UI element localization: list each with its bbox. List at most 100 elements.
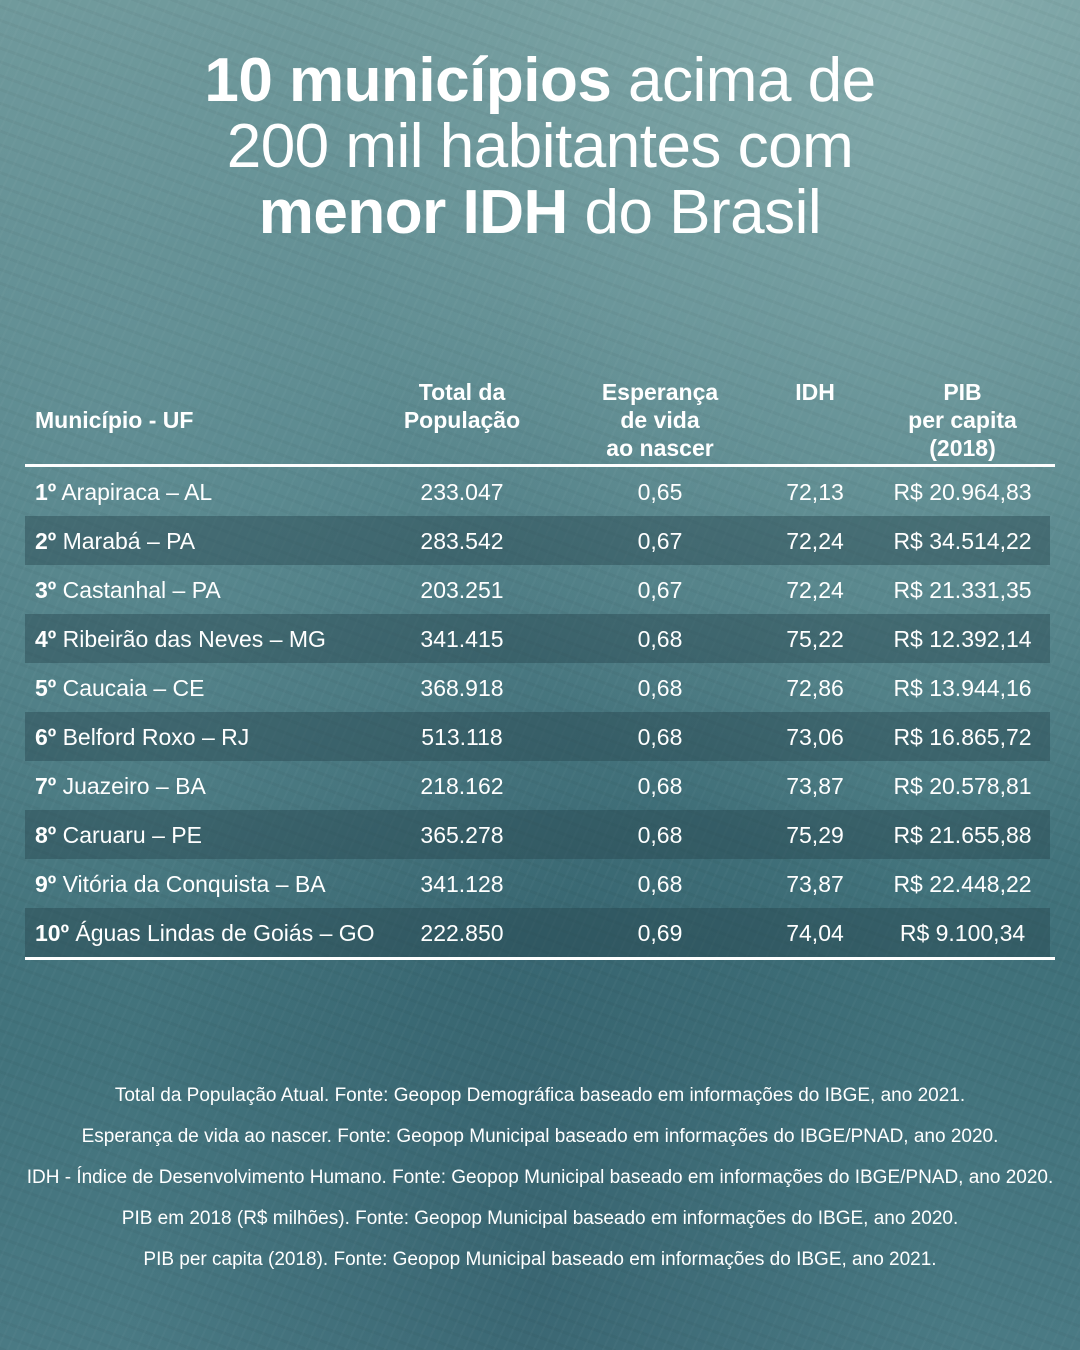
rank-label: 8º	[35, 822, 57, 848]
municipio-name: Caruaru – PE	[62, 822, 202, 848]
header-idh: IDH	[755, 378, 875, 406]
cell-municipio: 10º Águas Lindas de Goiás – GO	[35, 919, 375, 947]
cell-esperanca: 0,68	[637, 626, 683, 652]
cell-municipio: 6º Belford Roxo – RJ	[35, 723, 249, 751]
table-row: 4º Ribeirão das Neves – MG 341.415 0,68 75,…	[25, 614, 1050, 663]
title-line-2: 200 mil habitantes com	[226, 112, 854, 181]
table-row: 5º Caucaia – CE 368.918 0,68 72,86 R$ 13.944…	[25, 663, 1055, 712]
title-line-3: menor IDH do Brasil	[0, 180, 1080, 246]
table-row: 7º Juazeiro – BA 218.162 0,68 73,87 R$ 20.57…	[25, 761, 1055, 810]
rank-label: 4º	[35, 626, 57, 652]
source-note: PIB em 2018 (R$ milhões). Fonte: Geopop …	[121, 1208, 959, 1229]
table-row: 9º Vitória da Conquista – BA 341.128 0,68 7…	[25, 859, 1055, 908]
cell-populacao: 513.118	[421, 724, 503, 750]
header-populacao: Total da População	[387, 378, 537, 434]
header-esperanca: Esperança de vida ao nascer	[585, 378, 735, 462]
cell-pib: R$ 21.331,35	[893, 577, 1032, 603]
rank-label: 9º	[35, 871, 57, 897]
cell-pib: R$ 13.944,16	[893, 675, 1032, 701]
cell-pib: R$ 34.514,22	[893, 528, 1032, 554]
rank-label: 10º	[35, 920, 69, 946]
title-line-1-rest: acima de	[611, 46, 876, 115]
header-esperanca-line-2: de vida	[620, 407, 700, 433]
table-row: 2º Marabá – PA 283.542 0,67 72,24 R$ 34.514,…	[25, 516, 1050, 565]
cell-municipio: 8º Caruaru – PE	[35, 821, 202, 849]
cell-esperanca: 0,68	[637, 773, 683, 799]
cell-municipio: 9º Vitória da Conquista – BA	[35, 870, 326, 898]
cell-idh: 73,87	[786, 773, 844, 799]
title-line-3-bold: menor IDH	[258, 178, 568, 247]
cell-esperanca: 0,65	[637, 479, 683, 505]
rank-label: 3º	[35, 577, 57, 603]
cell-pib: R$ 12.392,14	[893, 626, 1032, 652]
header-municipio-line: Município - UF	[35, 407, 194, 433]
cell-esperanca: 0,68	[637, 675, 683, 701]
cell-esperanca: 0,68	[637, 871, 683, 897]
cell-populacao: 203.251	[420, 577, 504, 603]
cell-idh: 72,24	[786, 577, 844, 603]
header-pib: PIB per capita (2018)	[885, 378, 1040, 462]
table-row: 3º Castanhal – PA 203.251 0,67 72,24 R$ 21.3…	[25, 565, 1055, 614]
page-title: 10 municípios acima de 200 mil habitante…	[0, 48, 1080, 246]
cell-pib: R$ 16.865,72	[893, 724, 1032, 750]
table-row: 6º Belford Roxo – RJ 513.118 0,68 73,06 R$ 1…	[25, 712, 1050, 761]
header-populacao-line-1: Total da	[418, 379, 506, 405]
cell-municipio: 5º Caucaia – CE	[35, 674, 205, 702]
source-note: Esperança de vida ao nascer. Fonte: Geop…	[81, 1126, 999, 1147]
table-bottom-rule	[25, 957, 1055, 960]
cell-populacao: 222.850	[420, 920, 504, 946]
cell-populacao: 218.162	[420, 773, 504, 799]
cell-idh: 72,13	[786, 479, 844, 505]
cell-idh: 72,86	[786, 675, 844, 701]
rank-label: 2º	[35, 528, 57, 554]
header-esperanca-line-3: ao nascer	[606, 435, 714, 461]
cell-populacao: 341.128	[420, 871, 504, 897]
cell-municipio: 1º Arapiraca – AL	[35, 478, 212, 506]
cell-esperanca: 0,67	[637, 577, 683, 603]
source-note: PIB per capita (2018). Fonte: Geopop Mun…	[143, 1249, 937, 1270]
cell-populacao: 341.415	[420, 626, 504, 652]
cell-municipio: 3º Castanhal – PA	[35, 576, 221, 604]
municipio-name: Juazeiro – BA	[62, 773, 206, 799]
header-pib-line-1: PIB	[943, 379, 982, 405]
header-esperanca-line-1: Esperança	[601, 379, 719, 405]
municipio-name: Belford Roxo – RJ	[62, 724, 250, 750]
table-body: 1º Arapiraca – AL 233.047 0,65 72,13 R$ 20.9…	[25, 467, 1055, 957]
municipio-name: Águas Lindas de Goiás – GO	[75, 920, 375, 946]
title-line-3-rest: do Brasil	[567, 178, 822, 247]
cell-populacao: 233.047	[420, 479, 504, 505]
table-row: 8º Caruaru – PE 365.278 0,68 75,29 R$ 21.655…	[25, 810, 1050, 859]
rank-label: 5º	[35, 675, 57, 701]
cell-idh: 74,04	[786, 920, 844, 946]
cell-municipio: 7º Juazeiro – BA	[35, 772, 206, 800]
header-populacao-line-2: População	[403, 407, 521, 433]
source-note: Total da População Atual. Fonte: Geopop …	[114, 1085, 966, 1106]
cell-municipio: 2º Marabá – PA	[35, 527, 195, 555]
source-notes: Total da População Atual. Fonte: Geopop …	[0, 1082, 1080, 1287]
municipio-name: Castanhal – PA	[62, 577, 221, 603]
municipio-name: Arapiraca – AL	[61, 479, 213, 505]
cell-populacao: 365.278	[420, 822, 504, 848]
header-pib-line-2: per capita	[908, 407, 1017, 433]
rank-label: 1º	[35, 479, 57, 505]
cell-idh: 75,22	[786, 626, 844, 652]
cell-pib: R$ 9.100,34	[899, 920, 1026, 946]
municipio-name: Ribeirão das Neves – MG	[62, 626, 326, 652]
title-line-1-bold: 10 municípios	[204, 46, 612, 115]
cell-pib: R$ 22.448,22	[893, 871, 1032, 897]
source-note: IDH - Índice de Desenvolvimento Humano. …	[26, 1167, 1054, 1188]
cell-pib: R$ 20.964,83	[893, 479, 1032, 505]
municipio-name: Vitória da Conquista – BA	[62, 871, 326, 897]
rank-label: 7º	[35, 773, 57, 799]
table-row: 10º Águas Lindas de Goiás – GO 222.850 0,6…	[25, 908, 1050, 957]
cell-pib: R$ 21.655,88	[893, 822, 1032, 848]
cell-esperanca: 0,68	[637, 822, 683, 848]
cell-populacao: 283.542	[420, 528, 504, 554]
header-pib-line-3: (2018)	[929, 435, 996, 461]
cell-populacao: 368.918	[420, 675, 504, 701]
cell-idh: 73,06	[786, 724, 844, 750]
rank-label: 6º	[35, 724, 57, 750]
cell-esperanca: 0,68	[637, 724, 683, 750]
cell-idh: 73,87	[786, 871, 844, 897]
title-line-1: 10 municípios acima de	[0, 48, 1080, 114]
